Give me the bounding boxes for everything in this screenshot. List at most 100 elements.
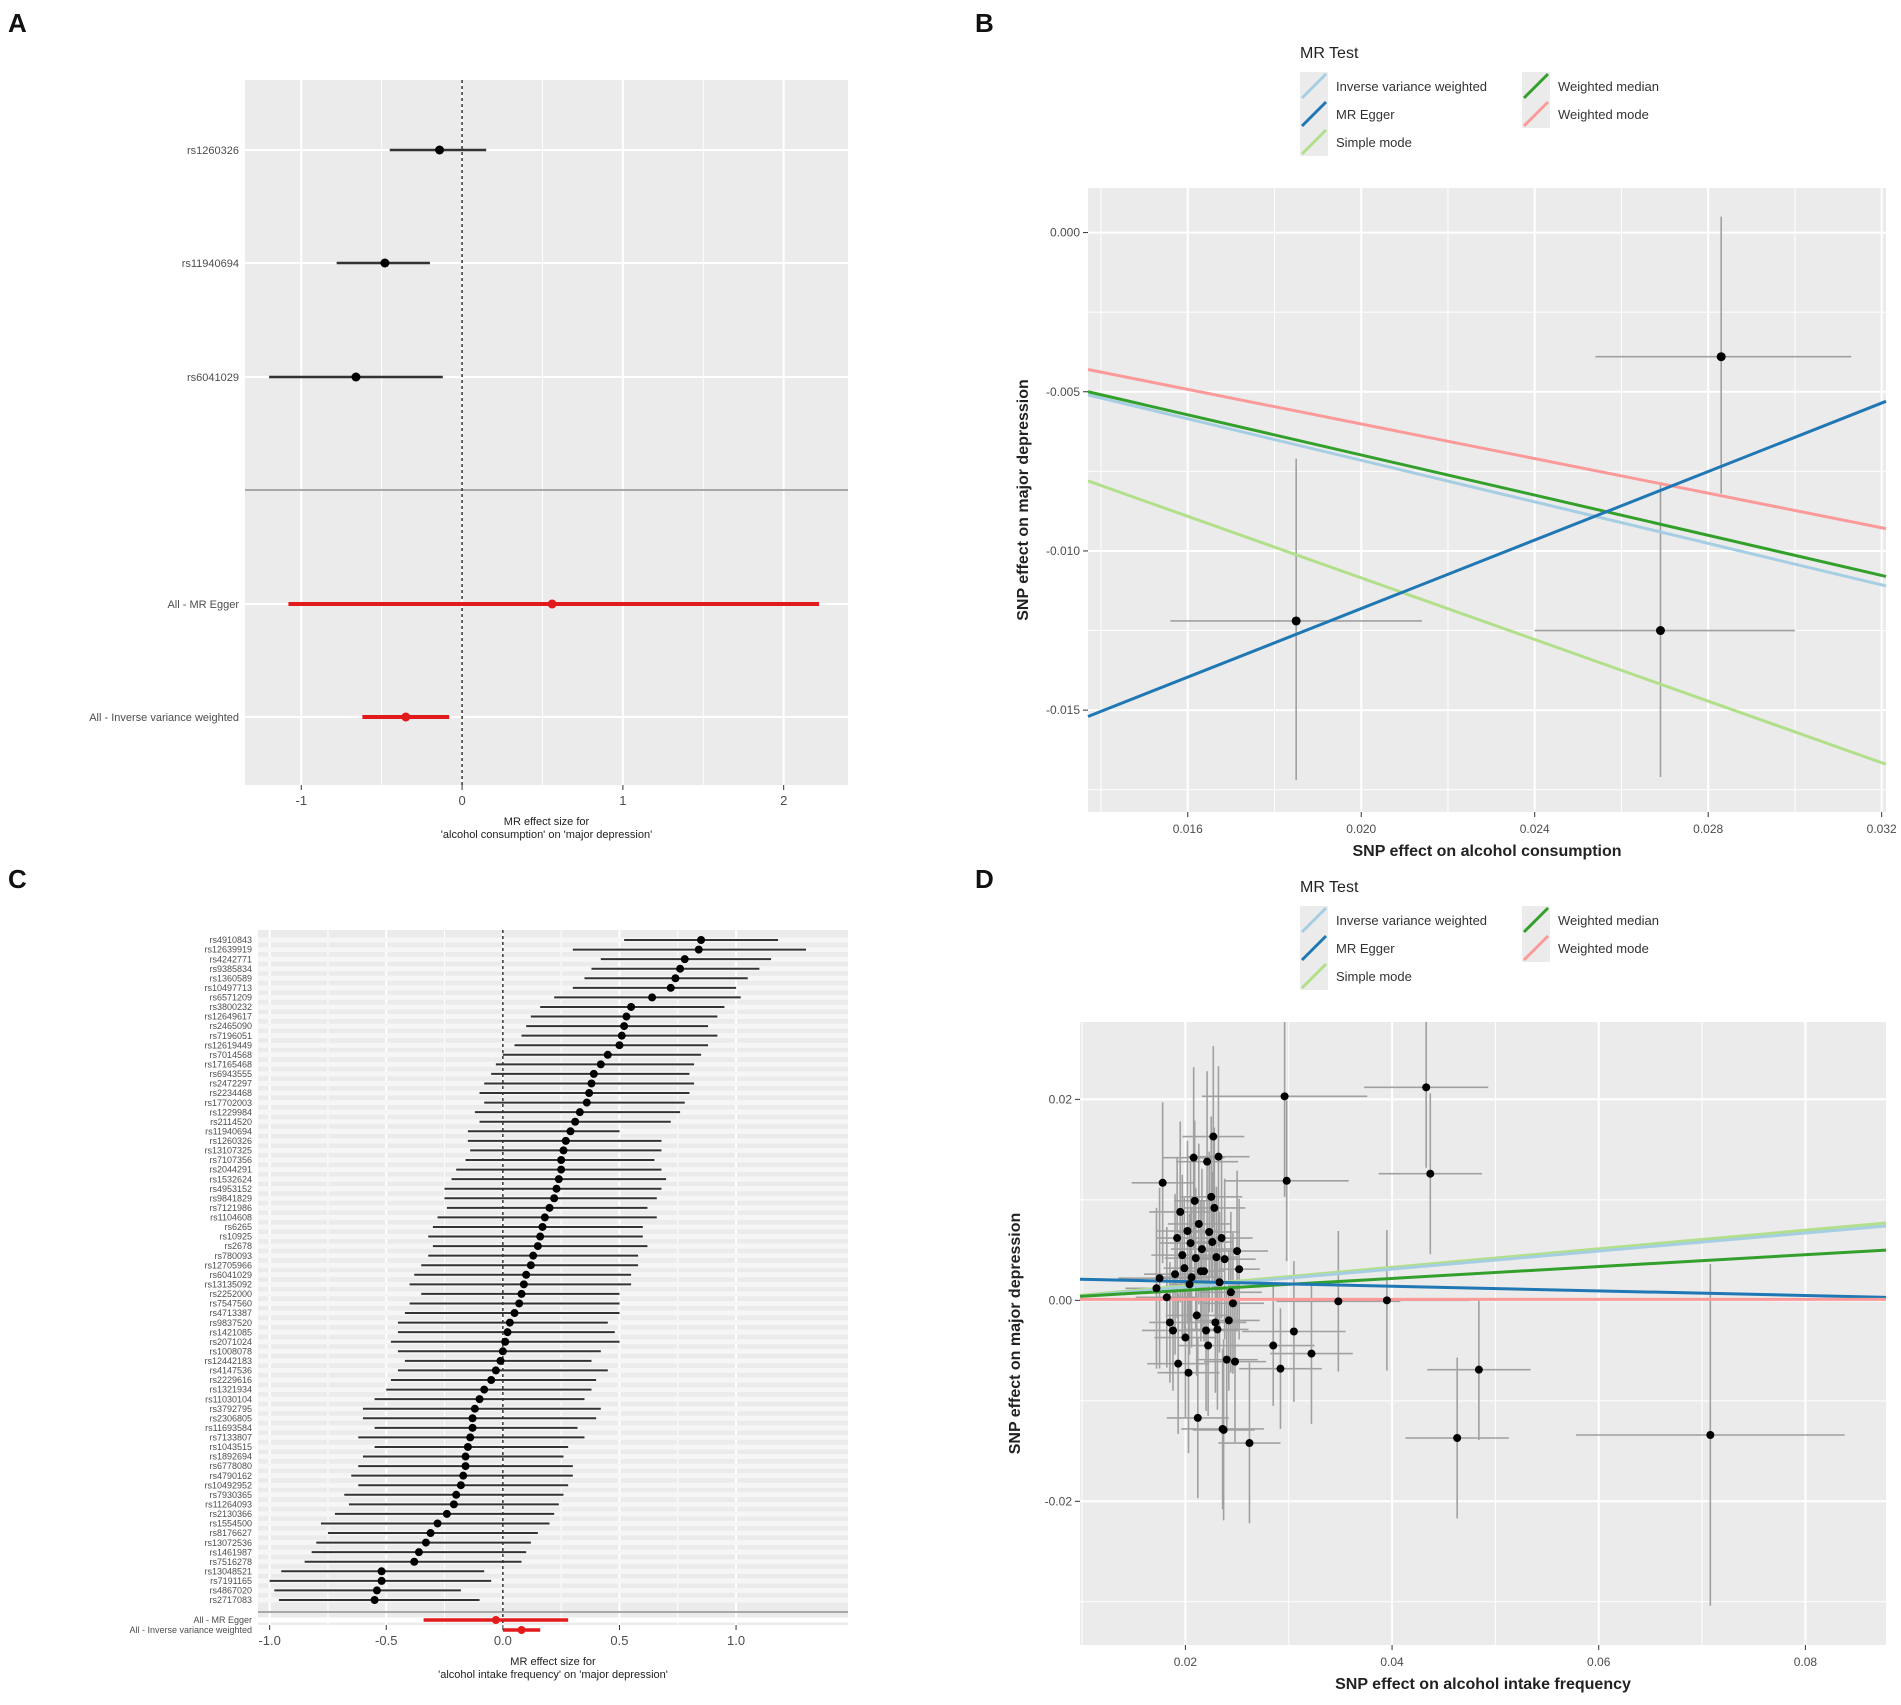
snp-label: rs4910843 xyxy=(209,935,252,945)
data-point xyxy=(1173,1234,1182,1243)
data-point xyxy=(1215,1278,1224,1287)
snp-point xyxy=(559,1146,568,1155)
regression-line xyxy=(1087,399,1887,718)
data-point xyxy=(1334,1297,1343,1306)
snp-label: rs4242771 xyxy=(209,954,252,964)
snp-point xyxy=(582,1098,591,1107)
legend-label: Simple mode xyxy=(1336,135,1412,150)
x-tick-label: 0.0 xyxy=(494,1633,512,1648)
snp-point xyxy=(615,1041,624,1050)
summary-label: All - Inverse variance weighted xyxy=(89,712,239,724)
snp-label: rs2114520 xyxy=(210,1117,252,1127)
snp-label: rs1554500 xyxy=(209,1519,252,1529)
snp-label: rs2472297 xyxy=(209,1079,252,1089)
snp-point xyxy=(414,1548,423,1557)
snp-label: rs7121986 xyxy=(209,1203,252,1213)
snp-point xyxy=(617,1031,626,1040)
snp-label: rs12619449 xyxy=(204,1040,252,1050)
regression-line xyxy=(1087,393,1887,588)
snp-point xyxy=(557,1165,566,1174)
data-point xyxy=(1235,1265,1244,1274)
snp-label: rs2234468 xyxy=(209,1088,252,1098)
snp-point xyxy=(589,1069,598,1078)
snp-label: rs2678 xyxy=(224,1241,252,1251)
snp-label: rs9837520 xyxy=(209,1318,252,1328)
snp-point xyxy=(566,1127,575,1136)
data-point xyxy=(1212,1253,1221,1262)
data-point xyxy=(1716,352,1726,362)
snp-point xyxy=(377,1576,386,1585)
x-tick-label: -1.0 xyxy=(258,1633,280,1648)
snp-label: rs7014568 xyxy=(209,1050,252,1060)
data-point xyxy=(1220,1255,1229,1264)
snp-label: rs6265 xyxy=(224,1222,252,1232)
x-tick-label: 2 xyxy=(780,793,787,808)
snp-point xyxy=(519,1280,528,1289)
summary-point xyxy=(401,712,411,722)
snp-point xyxy=(596,1060,605,1069)
data-point xyxy=(1213,1325,1222,1334)
snp-point xyxy=(529,1251,538,1260)
snp-label: rs3792795 xyxy=(209,1404,252,1414)
snp-point xyxy=(510,1309,519,1318)
snp-label: rs13048521 xyxy=(204,1566,252,1576)
snp-label: rs13135092 xyxy=(204,1279,252,1289)
snp-label: rs11693584 xyxy=(205,1423,252,1433)
data-point xyxy=(1158,1178,1167,1187)
snp-label: rs2717083 xyxy=(209,1595,252,1605)
snp-label: rs1532624 xyxy=(209,1174,252,1184)
panel-background xyxy=(245,80,848,785)
x-tick-label: 0.024 xyxy=(1520,822,1550,836)
panel-label-d: D xyxy=(975,864,994,894)
legend-key-line xyxy=(1300,962,1328,990)
data-point xyxy=(1185,1280,1194,1289)
x-tick-label: 0 xyxy=(458,793,465,808)
y-tick-label: 0.00 xyxy=(1049,1293,1073,1307)
data-point xyxy=(1174,1359,1183,1368)
snp-label: rs11940694 xyxy=(205,1126,252,1136)
legend-key-line xyxy=(1522,72,1550,100)
x-axis-title: MR effect size for xyxy=(510,1656,596,1668)
snp-point xyxy=(627,1002,636,1011)
data-point xyxy=(1186,1239,1195,1248)
x-tick-label: 0.06 xyxy=(1587,1655,1611,1669)
legend-label: MR Egger xyxy=(1336,941,1395,956)
x-tick-label: 0.016 xyxy=(1173,822,1203,836)
snp-label: rs9841829 xyxy=(209,1193,252,1203)
data-point xyxy=(1210,1203,1219,1212)
legend-label: Weighted mode xyxy=(1558,107,1649,122)
snp-point xyxy=(575,1108,584,1117)
snp-label: rs7547560 xyxy=(209,1299,252,1309)
snp-label: rs17702003 xyxy=(204,1098,252,1108)
x-tick-label: 0.032 xyxy=(1867,822,1897,836)
data-point xyxy=(1426,1169,1435,1178)
data-point xyxy=(1171,1270,1180,1279)
snp-point xyxy=(552,1184,561,1193)
snp-label: rs2130366 xyxy=(209,1509,252,1519)
snp-point xyxy=(351,372,361,382)
data-point xyxy=(1289,1327,1298,1336)
data-point xyxy=(1291,616,1301,626)
snp-point xyxy=(622,1012,631,1021)
snp-point xyxy=(380,258,390,268)
snp-label: rs1892694 xyxy=(209,1452,252,1462)
snp-point xyxy=(571,1117,580,1126)
snp-point xyxy=(496,1356,505,1365)
x-axis-title: 'alcohol consumption' on 'major depressi… xyxy=(441,829,652,841)
panel-label-c: C xyxy=(8,864,27,894)
snp-point xyxy=(515,1299,524,1308)
data-point xyxy=(1189,1153,1198,1162)
snp-point xyxy=(557,1156,566,1164)
data-point xyxy=(1165,1318,1174,1327)
data-point xyxy=(1474,1365,1483,1374)
data-point xyxy=(1282,1176,1291,1185)
legend-label: Inverse variance weighted xyxy=(1336,913,1487,928)
snp-point xyxy=(456,1481,465,1490)
data-point xyxy=(1169,1326,1177,1335)
snp-label: rs11264093 xyxy=(205,1499,252,1509)
snp-label: rs7516278 xyxy=(209,1557,252,1567)
data-point xyxy=(1209,1132,1218,1141)
data-point xyxy=(1200,1267,1208,1276)
legend-label: MR Egger xyxy=(1336,107,1395,122)
x-tick-label: 0.02 xyxy=(1174,1655,1198,1669)
